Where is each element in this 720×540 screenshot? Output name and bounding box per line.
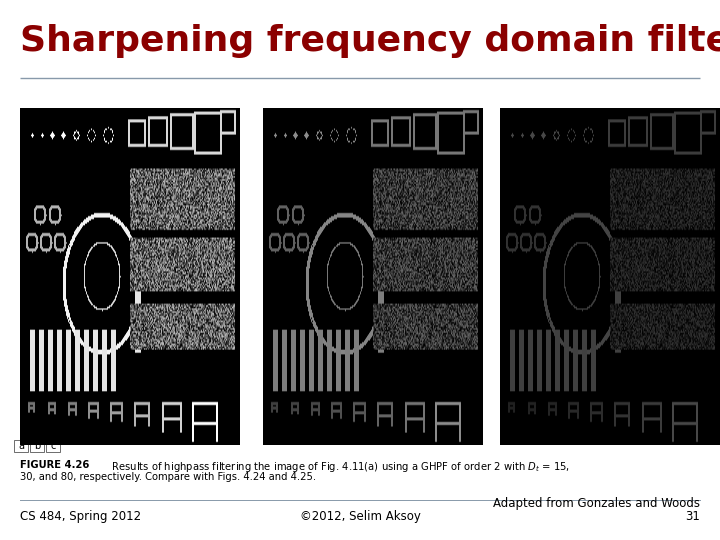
Text: Sharpening frequency domain filters: Sharpening frequency domain filters bbox=[20, 24, 720, 58]
Text: Results of highpass filtering the image of Fig. 4.11(a) using a GHPF of order 2 : Results of highpass filtering the image … bbox=[105, 460, 570, 474]
FancyBboxPatch shape bbox=[46, 440, 60, 452]
Text: c: c bbox=[50, 441, 56, 451]
Text: 31: 31 bbox=[685, 510, 700, 523]
FancyBboxPatch shape bbox=[14, 440, 28, 452]
Text: Adapted from Gonzales and Woods: Adapted from Gonzales and Woods bbox=[493, 497, 700, 510]
Text: CS 484, Spring 2012: CS 484, Spring 2012 bbox=[20, 510, 141, 523]
Text: a: a bbox=[19, 441, 24, 451]
FancyBboxPatch shape bbox=[30, 440, 44, 452]
Text: b: b bbox=[35, 441, 40, 451]
Text: 30, and 80, respectively. Compare with Figs. 4.24 and 4.25.: 30, and 80, respectively. Compare with F… bbox=[20, 472, 316, 482]
Text: FIGURE 4.26: FIGURE 4.26 bbox=[20, 460, 89, 470]
Text: ©2012, Selim Aksoy: ©2012, Selim Aksoy bbox=[300, 510, 420, 523]
